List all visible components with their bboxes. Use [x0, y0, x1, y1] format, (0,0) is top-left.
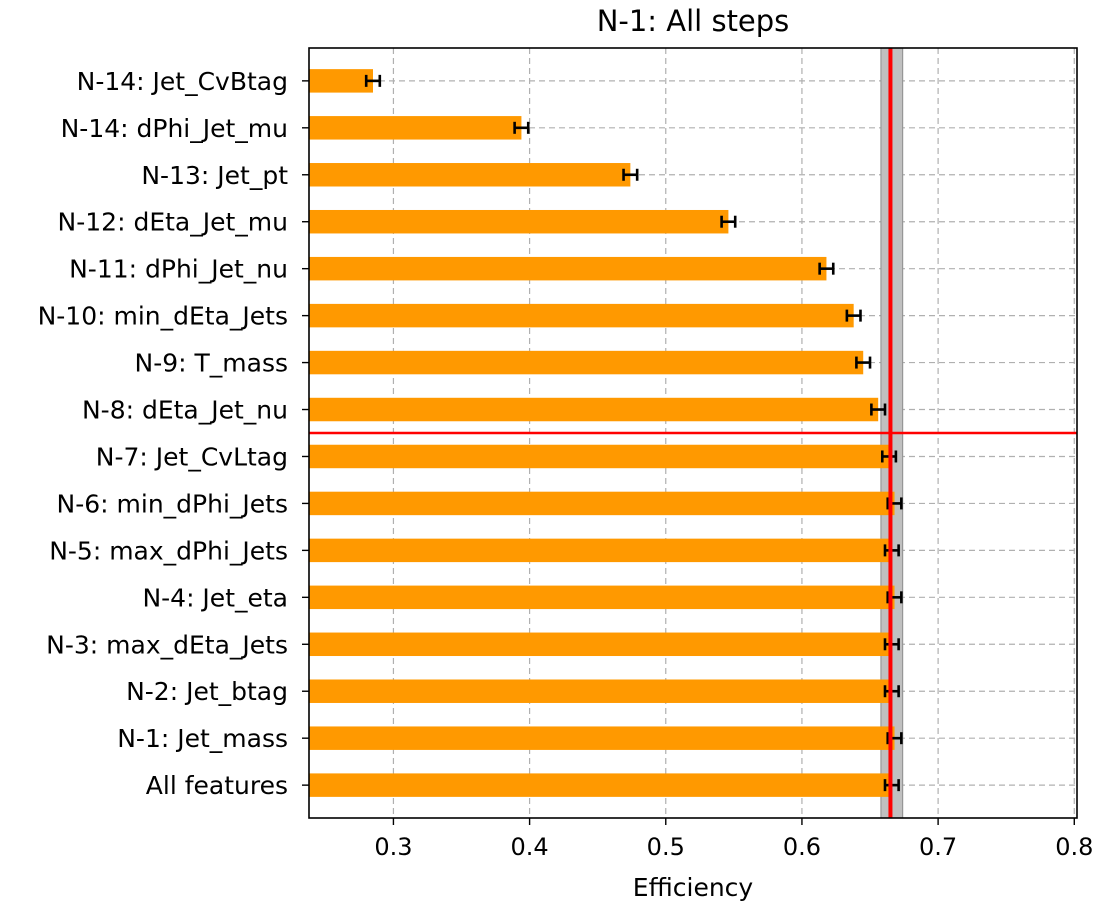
category-label: N-5: max_dPhi_Jets: [49, 536, 288, 565]
x-tick-label: 0.5: [647, 833, 685, 861]
x-tick-label: 0.8: [1055, 833, 1093, 861]
efficiency-bar: [309, 210, 728, 233]
category-label: N-10: min_dEta_Jets: [38, 302, 288, 331]
category-label: N-1: Jet_mass: [117, 724, 288, 753]
category-labels-layer: All features N-1: Jet_mass N-2: Jet_btag N-…: [38, 67, 309, 800]
efficiency-bar: [309, 257, 826, 280]
efficiency-bar: [309, 586, 895, 609]
category-label: All features: [146, 771, 288, 800]
category-label: N-13: Jet_pt: [141, 161, 288, 190]
chart-title: N-1: All steps: [597, 4, 790, 38]
efficiency-bar: [309, 492, 895, 515]
efficiency-bar: [309, 773, 892, 796]
efficiency-bar: [309, 116, 521, 139]
efficiency-bar: [309, 351, 863, 374]
x-axis-label: Efficiency: [633, 873, 754, 902]
efficiency-bar: [309, 445, 889, 468]
x-tick-label: 0.4: [511, 833, 549, 861]
x-tick-label: 0.3: [374, 833, 412, 861]
category-label: N-9: T_mass: [135, 349, 289, 378]
x-tick-label: 0.6: [783, 833, 821, 861]
category-label: N-11: dPhi_Jet_nu: [69, 255, 288, 284]
x-tick-label: 0.7: [919, 833, 957, 861]
category-label: N-3: max_dEta_Jets: [46, 630, 288, 659]
efficiency-bar: [309, 539, 892, 562]
category-label: N-8: dEta_Jet_nu: [82, 396, 288, 425]
category-label: N-2: Jet_btag: [126, 677, 288, 706]
category-label: N-14: Jet_CvBtag: [77, 67, 288, 96]
category-label: N-7: Jet_CvLtag: [96, 442, 288, 471]
efficiency-bar: [309, 163, 630, 186]
category-label: N-14: dPhi_Jet_mu: [61, 114, 288, 143]
efficiency-bar: [309, 304, 854, 327]
efficiency-bar: [309, 679, 892, 702]
category-label: N-6: min_dPhi_Jets: [57, 489, 288, 518]
efficiency-bar: [309, 726, 895, 749]
efficiency-bar: [309, 633, 892, 656]
x-ticks-layer: 0.3 0.4 0.5 0.6 0.7 0.8: [374, 818, 1093, 861]
efficiency-bar: [309, 398, 878, 421]
category-label: N-4: Jet_eta: [142, 583, 288, 612]
category-label: N-12: dEta_Jet_mu: [58, 208, 288, 237]
efficiency-bar: [309, 69, 373, 92]
